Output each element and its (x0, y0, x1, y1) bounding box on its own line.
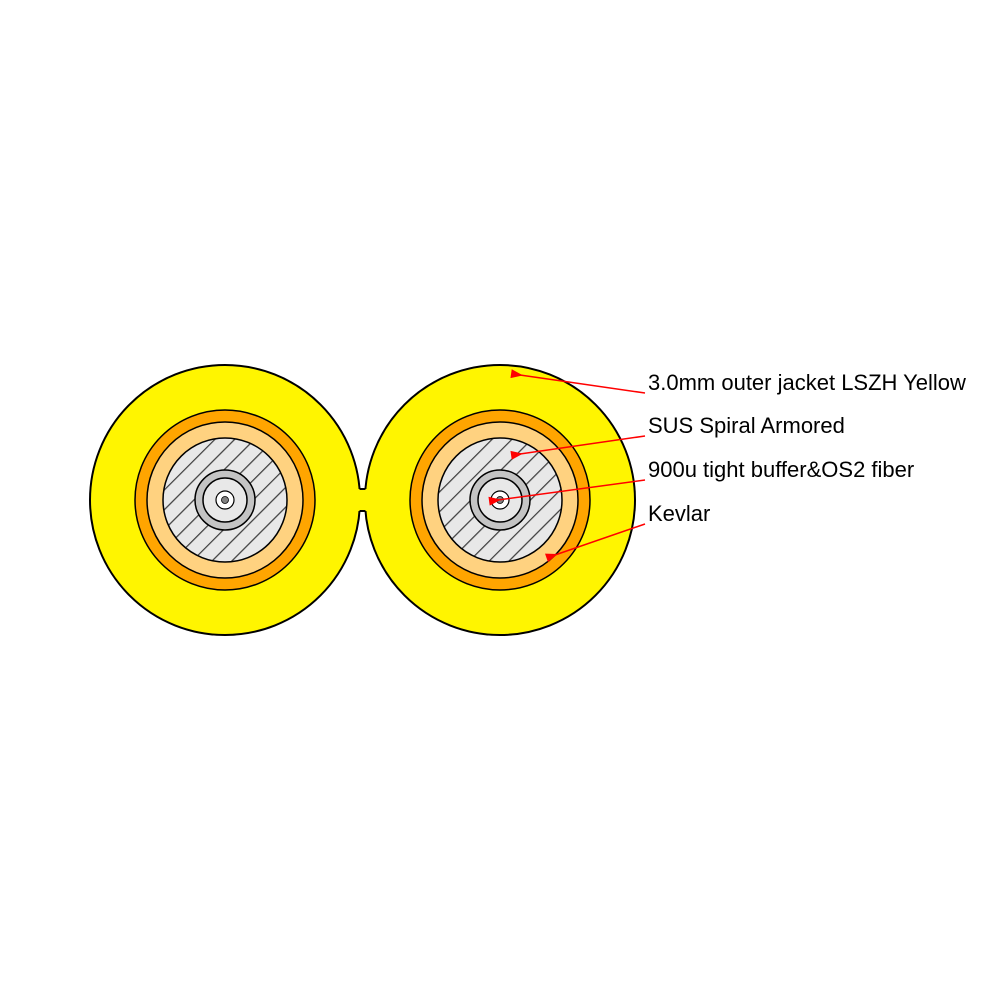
diagram-container: 3.0mm outer jacket LSZH Yellow SUS Spira… (0, 0, 1000, 1000)
label-kevlar: Kevlar (648, 501, 710, 527)
label-tight-buffer: 900u tight buffer&OS2 fiber (648, 457, 914, 483)
label-sus-armored: SUS Spiral Armored (648, 413, 845, 439)
label-outer-jacket: 3.0mm outer jacket LSZH Yellow (648, 370, 966, 396)
cable-cross-section-svg (0, 0, 1000, 1000)
